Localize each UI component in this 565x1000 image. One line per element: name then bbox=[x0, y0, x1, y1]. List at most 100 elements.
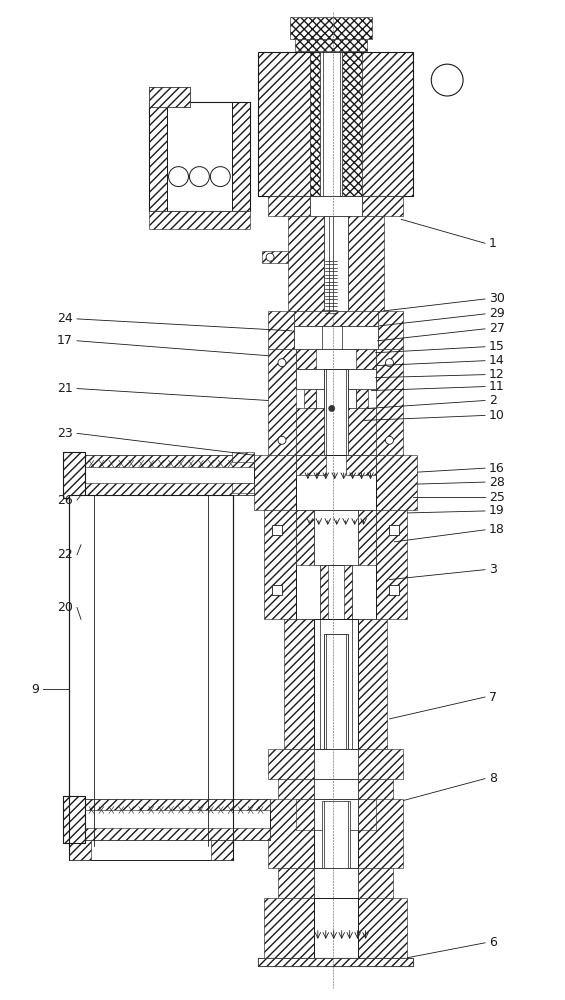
Bar bbox=[355, 389, 368, 408]
Text: 27: 27 bbox=[489, 322, 505, 335]
Text: 17: 17 bbox=[57, 334, 73, 347]
Bar bbox=[376, 455, 418, 510]
Text: 20: 20 bbox=[57, 601, 73, 614]
Bar bbox=[314, 749, 358, 779]
Text: 7: 7 bbox=[489, 691, 497, 704]
Text: 16: 16 bbox=[489, 462, 505, 475]
Circle shape bbox=[189, 167, 210, 187]
Bar bbox=[268, 253, 288, 261]
Bar bbox=[264, 510, 296, 619]
Text: 2: 2 bbox=[489, 394, 497, 407]
Bar bbox=[81, 455, 254, 495]
Bar bbox=[377, 311, 403, 349]
Text: 22: 22 bbox=[57, 548, 73, 561]
Bar bbox=[278, 779, 314, 801]
Bar bbox=[358, 799, 376, 830]
Bar bbox=[314, 510, 358, 565]
Circle shape bbox=[210, 167, 231, 187]
Text: 25: 25 bbox=[489, 491, 505, 504]
Bar bbox=[296, 349, 316, 369]
Bar bbox=[320, 565, 328, 629]
Bar bbox=[344, 565, 351, 629]
Text: 30: 30 bbox=[489, 292, 505, 305]
Bar bbox=[81, 455, 254, 467]
Text: 21: 21 bbox=[57, 382, 73, 395]
Text: 28: 28 bbox=[489, 476, 505, 489]
Bar bbox=[376, 510, 407, 619]
Bar bbox=[296, 799, 314, 830]
Bar bbox=[69, 838, 91, 860]
Bar bbox=[232, 483, 254, 493]
Bar bbox=[316, 389, 355, 408]
Bar bbox=[362, 196, 403, 216]
Bar bbox=[284, 619, 314, 749]
Circle shape bbox=[266, 253, 274, 261]
Bar bbox=[296, 510, 314, 565]
Bar bbox=[376, 349, 403, 455]
Bar bbox=[262, 251, 288, 263]
Bar bbox=[314, 799, 358, 830]
Text: 23: 23 bbox=[57, 427, 73, 440]
Bar bbox=[355, 349, 376, 369]
Bar bbox=[288, 216, 324, 311]
Text: 24: 24 bbox=[57, 312, 73, 325]
Bar bbox=[69, 838, 233, 860]
Circle shape bbox=[431, 64, 463, 96]
Bar bbox=[63, 796, 85, 843]
Bar bbox=[296, 455, 326, 475]
Bar bbox=[296, 510, 376, 619]
Bar bbox=[149, 102, 167, 211]
Bar bbox=[310, 196, 362, 216]
Text: 3: 3 bbox=[489, 563, 497, 576]
Text: 11: 11 bbox=[489, 380, 505, 393]
Circle shape bbox=[168, 167, 189, 187]
Bar bbox=[258, 52, 414, 196]
Bar bbox=[324, 634, 347, 749]
Bar bbox=[272, 585, 282, 595]
Bar bbox=[296, 369, 376, 389]
Bar bbox=[314, 868, 358, 898]
Bar bbox=[258, 52, 310, 196]
Bar bbox=[264, 898, 314, 958]
Bar bbox=[314, 619, 358, 749]
Bar bbox=[278, 868, 314, 898]
Bar bbox=[346, 455, 376, 475]
Bar bbox=[81, 799, 270, 810]
Bar bbox=[362, 52, 414, 196]
Text: 6: 6 bbox=[489, 936, 497, 949]
Text: 9: 9 bbox=[31, 683, 39, 696]
Bar bbox=[324, 369, 347, 455]
Text: 14: 14 bbox=[489, 354, 505, 367]
Bar bbox=[81, 799, 270, 840]
Bar bbox=[296, 408, 324, 455]
Circle shape bbox=[278, 359, 286, 367]
Bar bbox=[310, 52, 362, 196]
Bar bbox=[63, 452, 85, 498]
Text: 10: 10 bbox=[489, 409, 505, 422]
Bar bbox=[324, 216, 347, 311]
Bar bbox=[347, 216, 384, 311]
Bar bbox=[268, 311, 294, 349]
Bar bbox=[294, 311, 377, 326]
Bar bbox=[81, 483, 254, 495]
Bar bbox=[296, 455, 376, 510]
Text: 26: 26 bbox=[57, 493, 73, 506]
Bar bbox=[389, 585, 399, 595]
Bar bbox=[149, 87, 190, 107]
Text: 19: 19 bbox=[489, 504, 505, 517]
Bar bbox=[295, 39, 367, 51]
Text: 29: 29 bbox=[489, 307, 505, 320]
Circle shape bbox=[329, 405, 334, 411]
Text: 1: 1 bbox=[489, 237, 497, 250]
Bar bbox=[320, 565, 351, 629]
Bar bbox=[69, 495, 233, 846]
Bar bbox=[258, 958, 414, 966]
Bar bbox=[347, 408, 376, 455]
Bar bbox=[149, 102, 250, 211]
Bar bbox=[268, 196, 310, 216]
Text: 18: 18 bbox=[489, 523, 505, 536]
Bar bbox=[268, 349, 296, 455]
Bar bbox=[211, 838, 233, 860]
Bar bbox=[358, 619, 388, 749]
Bar bbox=[358, 510, 376, 565]
